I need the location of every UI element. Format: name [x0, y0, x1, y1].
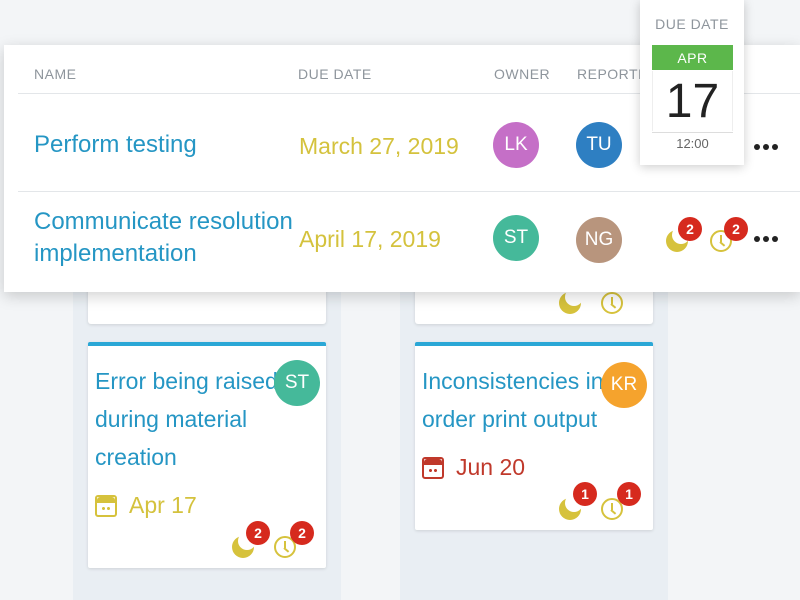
card-title-line: Error being raised — [95, 368, 278, 394]
column-header-owner[interactable]: OWNER — [494, 66, 551, 82]
task-name-line: implementation — [34, 240, 197, 267]
popover-day: 17 — [652, 71, 733, 131]
clock-count-badge: 2 — [290, 521, 314, 545]
assignee-avatar[interactable]: KR — [601, 362, 647, 408]
reminder-count-badge: 1 — [573, 482, 597, 506]
reporter-avatar[interactable]: NG — [576, 217, 622, 263]
card-date-text: Jun 20 — [456, 454, 526, 480]
clock-count-badge: 1 — [617, 482, 641, 506]
task-name-link[interactable]: Perform testing — [34, 131, 197, 158]
card-date-text: Apr 17 — [129, 492, 197, 518]
reminder-count-badge: 2 — [678, 217, 702, 241]
owner-avatar[interactable]: LK — [493, 122, 539, 168]
assignee-avatar[interactable]: ST — [274, 360, 320, 406]
popover-time: 12:00 — [652, 132, 733, 154]
card-title-line: during material — [95, 406, 248, 432]
task-card[interactable]: Error being raised during material creat… — [88, 342, 326, 568]
card-title-line: order print output — [422, 406, 598, 432]
task-name-line: Communicate resolution — [34, 208, 293, 235]
calendar-icon — [422, 456, 444, 479]
card-title[interactable]: Error being raised during material creat… — [95, 362, 278, 476]
popover-month: APR — [652, 45, 733, 70]
clock-icon — [601, 498, 623, 520]
divider — [18, 191, 800, 192]
column-header-due-date[interactable]: DUE DATE — [298, 66, 372, 82]
task-name-link[interactable]: Communicate resolution implementation — [34, 206, 293, 270]
popover-label: DUE DATE — [655, 16, 729, 32]
reminder-icon — [559, 288, 583, 314]
clock-count-badge: 2 — [724, 217, 748, 241]
reporter-avatar[interactable]: TU — [576, 122, 622, 168]
clock-icon — [274, 536, 296, 558]
card-due-date: Jun 20 — [422, 454, 525, 481]
card-title-line: creation — [95, 444, 177, 470]
reminder-count-badge: 2 — [246, 521, 270, 545]
clock-icon — [601, 292, 623, 314]
more-options-icon[interactable] — [754, 236, 778, 242]
task-table-popup: NAME DUE DATE OWNER REPORTER Perform tes… — [4, 45, 800, 292]
calendar-icon — [95, 494, 117, 517]
owner-avatar[interactable]: ST — [493, 215, 539, 261]
due-date-popover: DUE DATE APR 17 12:00 — [640, 0, 744, 165]
card-title-line: Inconsistencies in — [422, 368, 604, 394]
card-title[interactable]: Inconsistencies in order print output — [422, 362, 604, 438]
column-header-reporter[interactable]: REPORTER — [577, 66, 659, 82]
task-due-date: April 17, 2019 — [299, 226, 441, 252]
task-card[interactable]: Inconsistencies in order print output KR… — [415, 342, 653, 530]
card-due-date: Apr 17 — [95, 492, 197, 519]
task-due-date: March 27, 2019 — [299, 133, 459, 159]
column-header-name[interactable]: NAME — [34, 66, 77, 82]
more-options-icon[interactable] — [754, 144, 778, 150]
divider — [18, 93, 800, 94]
